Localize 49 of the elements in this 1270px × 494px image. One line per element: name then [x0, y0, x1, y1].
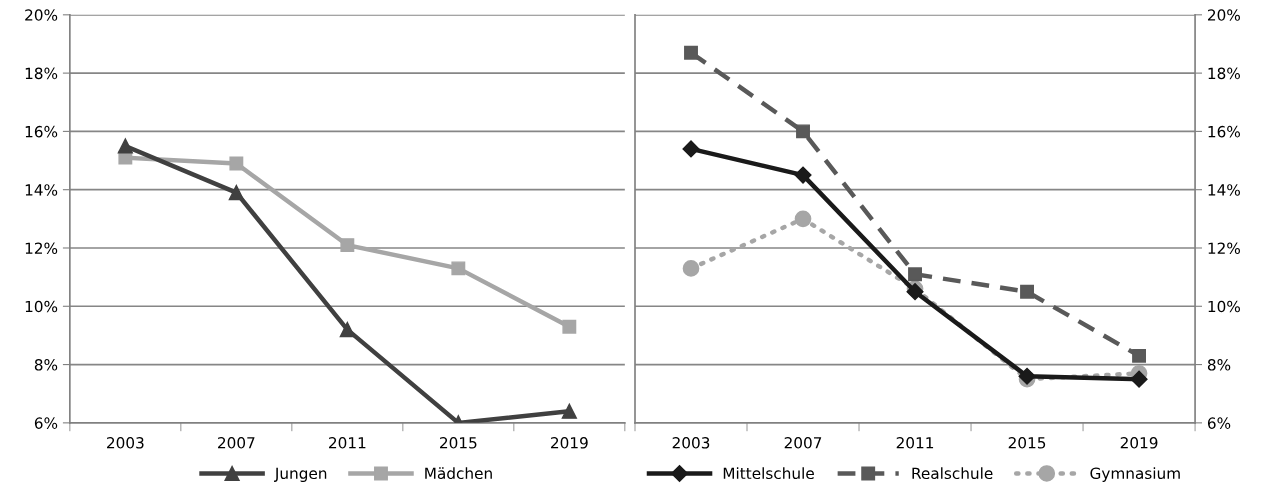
- point: [117, 138, 133, 154]
- y-tick-label: 12%: [1208, 242, 1240, 255]
- y-tick-label: 10%: [1208, 300, 1240, 313]
- y-tick-label: 14%: [1208, 184, 1240, 196]
- point: [1132, 348, 1147, 363]
- point: [682, 140, 700, 158]
- x-tick-label: 2011: [896, 437, 934, 449]
- y-tick-label: 16%: [25, 125, 58, 138]
- x-tick-label: 2007: [218, 437, 255, 449]
- point: [1130, 370, 1148, 388]
- x-tick-label: 2015: [1008, 437, 1046, 449]
- y-tick-label: 10%: [25, 300, 58, 313]
- point: [1020, 284, 1034, 299]
- y-tick-label: 6%: [34, 417, 58, 429]
- point: [684, 45, 698, 60]
- x-tick-label: 2003: [107, 437, 144, 449]
- y-tick-label: 8%: [34, 359, 58, 371]
- y-tick-label: 20%: [1208, 9, 1240, 21]
- point: [339, 321, 355, 338]
- point: [796, 124, 810, 139]
- point: [340, 238, 355, 253]
- x-tick-label: 2019: [551, 437, 588, 449]
- legend-label: Gymnasium: [1090, 467, 1180, 482]
- legend-label: Mädchen: [425, 467, 492, 480]
- point: [562, 319, 577, 334]
- point: [228, 184, 244, 201]
- legend-label: Mittelschule: [723, 467, 814, 480]
- point: [682, 260, 700, 277]
- point: [229, 156, 244, 171]
- point: [794, 166, 812, 184]
- y-tick-label: 18%: [1208, 67, 1240, 80]
- legend-label: Realschule: [912, 467, 993, 480]
- point: [451, 261, 466, 276]
- point: [908, 267, 922, 282]
- y-tick-label: 18%: [25, 67, 58, 80]
- y-tick-label: 12%: [25, 242, 58, 255]
- y-tick-label: 6%: [1207, 417, 1231, 429]
- x-tick-label: 2003: [672, 437, 710, 449]
- legend-label: Jungen: [274, 467, 327, 482]
- y-tick-label: 16%: [1208, 125, 1240, 138]
- y-tick-label: 8%: [1207, 359, 1231, 371]
- point: [561, 403, 577, 419]
- x-tick-label: 2011: [329, 437, 366, 449]
- x-tick-label: 2019: [1120, 437, 1158, 449]
- point: [794, 210, 812, 228]
- x-tick-label: 2007: [784, 437, 822, 449]
- y-tick-label: 20%: [25, 9, 58, 21]
- x-tick-label: 2015: [440, 437, 477, 449]
- y-tick-label: 14%: [25, 184, 58, 196]
